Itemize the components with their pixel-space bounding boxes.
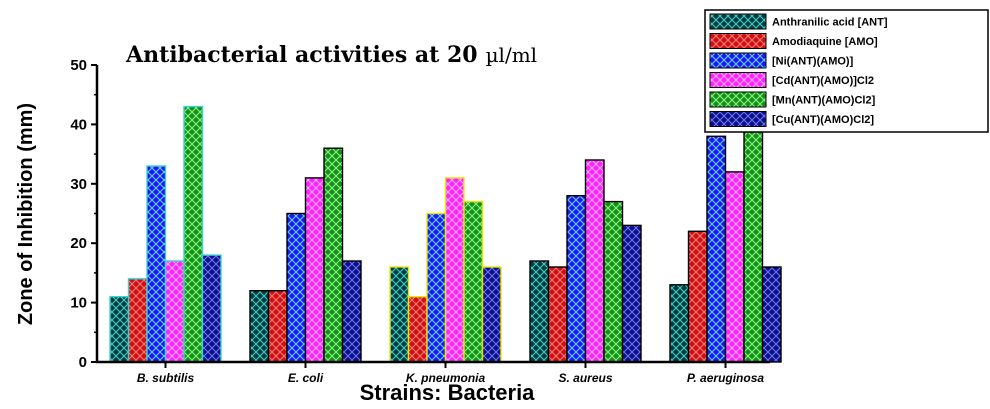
bar (109, 296, 130, 363)
bar (481, 266, 502, 363)
y-tick-label: 40 (70, 116, 87, 133)
bar (407, 296, 428, 363)
bar (687, 230, 708, 363)
bar (761, 266, 782, 363)
bar (584, 159, 605, 363)
legend-swatch (709, 91, 767, 108)
legend-entry: [Cu(ANT)(AMO)Cl2] (772, 114, 874, 126)
axes-group: 0 10 20 30 40 50 B. subtilis E. coli K. pneumoni… (70, 57, 770, 385)
x-tick-label: P. aeruginosa (687, 371, 764, 385)
bar (547, 266, 568, 363)
bar (621, 224, 642, 363)
x-tick-label: K. pneumonia (406, 371, 486, 385)
legend-swatch (709, 72, 767, 88)
bar (566, 194, 587, 363)
bar (603, 200, 624, 363)
bar (463, 200, 484, 363)
legend-entry: Anthranilic acid [ANT] (772, 17, 888, 29)
legend: Anthranilic acid [ANT] Amodiaquine [AMO] [… (704, 9, 989, 133)
bar (164, 260, 185, 363)
bar (286, 212, 307, 363)
bar (127, 278, 148, 363)
bar (304, 177, 325, 363)
bar (669, 284, 690, 363)
legend-entry: [Ni(ANT)(AMO)] (772, 56, 854, 68)
bar (146, 165, 167, 363)
legend-swatch (709, 13, 767, 30)
y-tick-label: 0 (79, 354, 87, 371)
bars-group (109, 82, 782, 363)
x-axis-label: Strains: Bacteria (360, 380, 536, 405)
y-tick-label: 20 (70, 235, 87, 252)
bar (201, 254, 222, 363)
y-tick-label: 50 (70, 57, 87, 74)
legend-entry: [Mn(ANT)(AMO)Cl2] (772, 95, 876, 107)
x-tick-label: E. coli (288, 371, 324, 385)
x-tick-label: B. subtilis (137, 371, 195, 385)
bar (389, 266, 410, 363)
bar (249, 290, 270, 363)
y-tick-label: 10 (70, 295, 87, 312)
bar (724, 171, 745, 363)
y-axis-label: Zone of Inhibition (mm) (15, 103, 37, 325)
legend-entry: Amodiaquine [AMO] (772, 36, 878, 48)
bar (341, 260, 362, 363)
legend-swatch (709, 111, 767, 127)
bar (706, 135, 727, 363)
bar (444, 177, 465, 363)
chart-title-unit: µl/ml (486, 43, 538, 67)
bar (529, 260, 550, 363)
x-tick-label: S. aureus (558, 371, 612, 385)
chart-title: Antibacterial activities at 20 µl/ml (125, 42, 537, 68)
legend-entry: [Cd(ANT)(AMO)]Cl2 (772, 75, 874, 87)
bar (183, 105, 204, 363)
legend-swatch (709, 52, 767, 69)
y-tick-label: 30 (70, 176, 87, 193)
bar (426, 212, 447, 363)
bar (267, 290, 288, 363)
bar (323, 147, 344, 363)
legend-swatch (709, 33, 767, 49)
chart-title-main: Antibacterial activities at 20 (125, 42, 478, 68)
